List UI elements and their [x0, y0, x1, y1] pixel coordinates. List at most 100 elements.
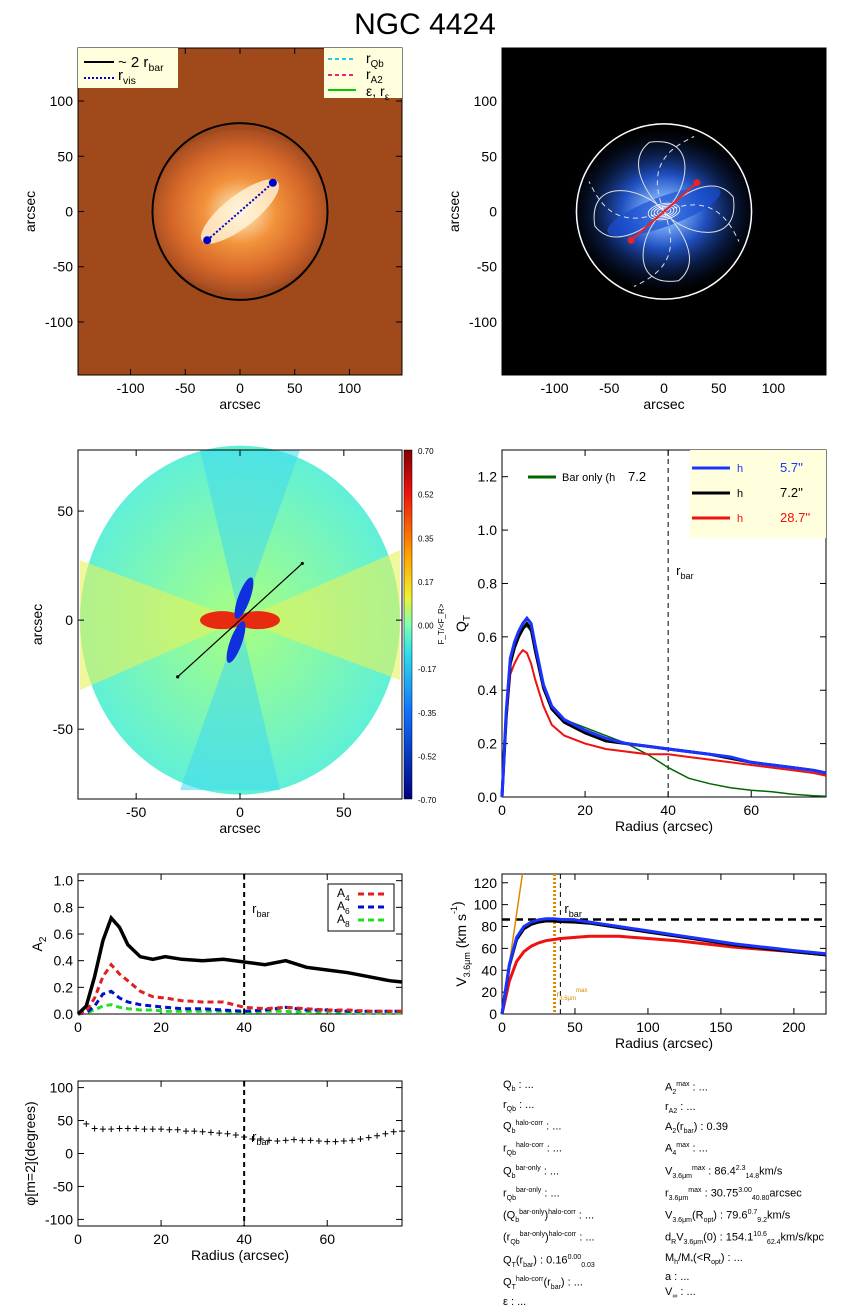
parameter-token: 62.4 — [766, 1239, 781, 1247]
parameter-token: 154.1 — [725, 1232, 754, 1245]
x-tick-label: 20 — [153, 1019, 169, 1035]
y-tick-label: 0.6 — [478, 629, 498, 645]
phase-point — [315, 1137, 322, 1144]
inner-contour — [653, 205, 675, 218]
parameter-token: 14.8 — [745, 1172, 760, 1180]
parameter-token: (r — [503, 1232, 511, 1245]
x-tick-label: 100 — [762, 380, 786, 396]
y-tick-label: 0.2 — [54, 979, 74, 995]
ratio-map-panel: -50 0 50 50 0 -50 arcsec arcsec 0.70 0.52 0.35 0.17… — [29, 445, 446, 836]
y-tick-label: 50 — [57, 503, 73, 519]
bar-endpoint — [300, 561, 304, 566]
y-axis-label: QT — [453, 615, 473, 632]
parameter-row: Mh/M*(<Ropt) : ... — [665, 1251, 824, 1271]
y-tick-label: 50 — [57, 1113, 73, 1129]
r-vis-line — [206, 182, 274, 241]
parameter-token: (r — [676, 1120, 684, 1133]
x-axis-label: arcsec — [219, 396, 260, 412]
parameter-row: Qbbar-only : ... — [503, 1162, 595, 1184]
a2-legend-label: A8 — [337, 912, 350, 929]
legend-a2-label: rA2 — [366, 66, 383, 86]
vc-series-line — [500, 917, 827, 1015]
parameter-token: km/s — [759, 1165, 783, 1178]
x-tick-label: 0 — [74, 1019, 82, 1035]
parameter-token: (r — [515, 1254, 524, 1267]
parameter-token: * — [690, 1258, 694, 1266]
figure-canvas: -100 -50 0 50 100 100 50 0 -50 -100 arcsec arcsec ~ … — [22, 47, 827, 1263]
phase-point — [216, 1130, 223, 1137]
y-tick-label: 60 — [481, 940, 497, 956]
y-tick-label: 50 — [481, 148, 497, 164]
parameter-token: 4 — [672, 1150, 677, 1158]
phase-point — [174, 1126, 181, 1133]
plot-frame — [77, 1080, 403, 1227]
x-tick-label: 50 — [336, 804, 352, 820]
rmax-label: r3.6μmmax — [557, 988, 588, 1002]
x-tick-label: 40 — [236, 1231, 252, 1247]
phase-point — [382, 1130, 389, 1137]
legend-bar-label: ~ 2 rbar — [118, 54, 164, 74]
qt-panel: 0 20 40 60 0.0 0.2 0.4 0.6 0.8 1.0 1.2 Radius (arcs… — [453, 449, 827, 834]
phase-point — [166, 1126, 173, 1133]
x-axis-label: arcsec — [643, 396, 684, 412]
qt-series-line — [501, 648, 827, 798]
parameter-token: 0.39 — [706, 1120, 728, 1133]
parameter-token: Q — [503, 1165, 512, 1178]
y-tick-label: 1.2 — [478, 469, 498, 485]
parameter-token: b — [515, 1217, 520, 1225]
phase-point — [241, 1134, 248, 1141]
inner-contour — [647, 202, 681, 221]
parameter-token: ) : — [713, 1209, 727, 1222]
parameter-token: : ... — [689, 1081, 708, 1094]
positive-lobe — [200, 611, 244, 630]
parameter-token: b — [511, 1128, 516, 1136]
torque-contour-dashed — [588, 181, 665, 219]
qt-series-line — [501, 625, 827, 798]
page-title: NGC 4424 — [354, 8, 496, 41]
parameter-row: QThalo-corr(rbar) : ... — [503, 1273, 595, 1295]
x-tick-label: -100 — [541, 380, 569, 396]
torque-contour-dashed — [633, 211, 671, 287]
x-tick-label: 0 — [236, 380, 244, 396]
x-tick-label: 50 — [711, 380, 727, 396]
parameter-token: ) : — [533, 1254, 547, 1267]
colorbar-tick-label: 0.70 — [418, 447, 434, 456]
legend-vis-label: rvis — [118, 67, 136, 87]
bar-line — [630, 182, 698, 241]
parameter-token: 30.75 — [710, 1187, 739, 1200]
h-legend-value: 28.7'' — [780, 510, 810, 525]
y-axis-label: arcsec — [29, 604, 45, 645]
parameter-row: A2max : ... — [665, 1078, 824, 1100]
parameter-token: (Q — [503, 1209, 516, 1222]
x-tick-label: 50 — [567, 1019, 583, 1035]
parameter-row: rQb : ... — [503, 1098, 595, 1118]
y-tick-label: 0 — [65, 204, 73, 220]
parameter-token: halo-corr — [515, 1275, 544, 1283]
phase-point — [291, 1136, 297, 1143]
y-tick-label: -50 — [53, 1178, 73, 1194]
parameter-token: a : ... — [665, 1271, 690, 1284]
a2-series-line — [77, 962, 402, 1016]
x-axis-label: arcsec — [219, 820, 260, 836]
x-tick-label: 40 — [660, 802, 676, 818]
phase-point — [108, 1126, 115, 1133]
phase-point — [299, 1137, 306, 1144]
parameter-token: Qb — [506, 1105, 517, 1113]
parameter-token: ) : ... — [560, 1276, 583, 1289]
x-tick-label: 0 — [236, 804, 244, 820]
parameter-token: : ... — [575, 1209, 595, 1222]
parameter-token: bar — [550, 1283, 561, 1291]
parameter-token: bar-only — [519, 1231, 545, 1239]
phase-point — [390, 1128, 397, 1135]
torque-contour — [638, 141, 686, 212]
x-tick-label: 100 — [636, 1019, 660, 1035]
positive-lobe — [236, 611, 280, 630]
y-tick-label: -100 — [469, 314, 497, 330]
parameter-token: 0.7 — [747, 1209, 758, 1217]
parameter-token: : — [705, 1165, 715, 1178]
parameter-token: 3.6μm — [683, 1239, 704, 1247]
torque-map-panel: -100 -50 0 50 100 100 50 0 -50 -100 arcsec arcsec — [446, 47, 827, 412]
parameter-token: A2 — [668, 1108, 678, 1116]
parameter-row: Qb : ... — [503, 1078, 595, 1098]
